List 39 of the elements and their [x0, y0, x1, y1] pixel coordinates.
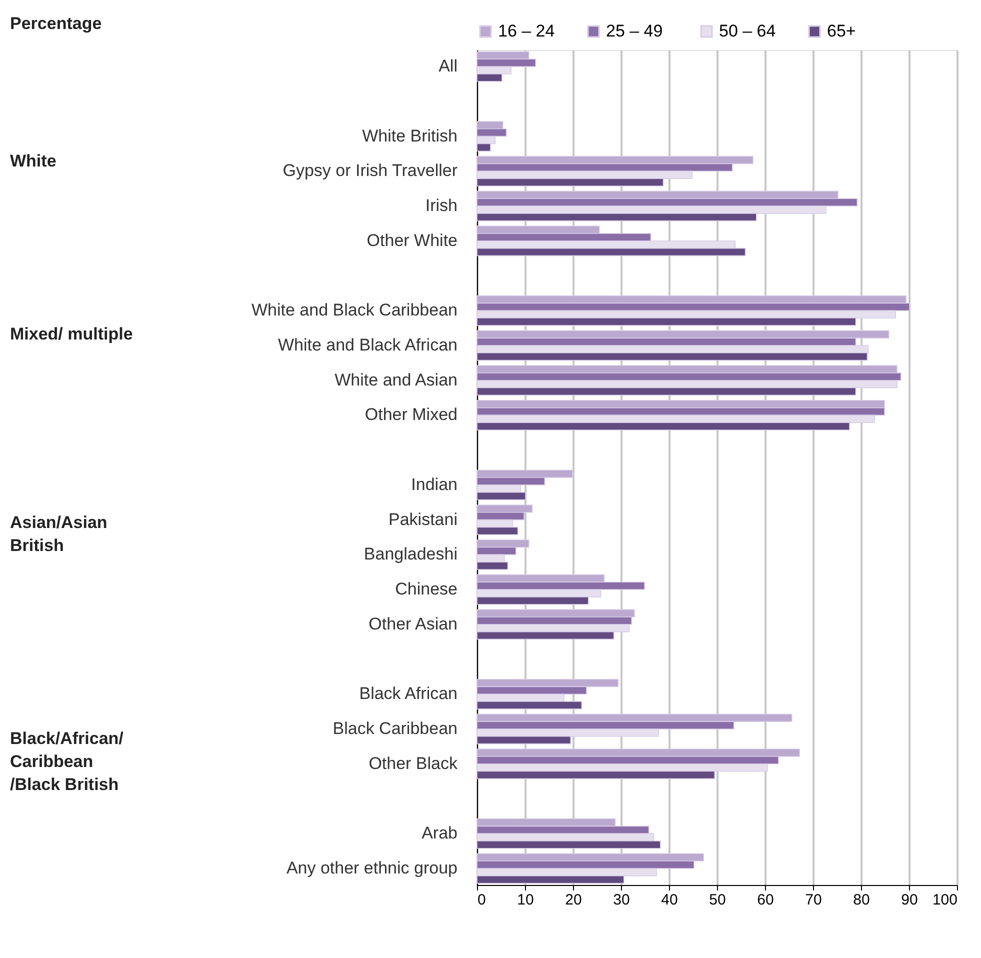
y-tick-label: Other White: [366, 230, 458, 250]
y-tick-label: All: [438, 56, 458, 76]
text: Percentage: [10, 14, 102, 33]
x-tick-label: 30: [613, 892, 630, 908]
text: Asian/Asian British: [10, 513, 108, 556]
text: Black/African/ Caribbean /Black British: [10, 728, 124, 794]
text: Mixed/ multiple: [10, 324, 133, 344]
y-tick-label: Pakistani: [388, 510, 458, 529]
y-tick-label: Gypsy or Irish Traveller: [282, 161, 458, 180]
y-tick-label: Bangladeshi: [364, 544, 458, 564]
y-tick-label: Arab: [422, 824, 458, 843]
y-tick-label: Black African: [359, 684, 458, 704]
x-tick-label: 50: [709, 892, 726, 908]
x-tick-label: 0: [478, 892, 486, 908]
x-tick-label: 70: [805, 892, 822, 908]
y-tick-label: White British: [362, 126, 458, 146]
y-tick-label: Irish: [425, 196, 458, 216]
y-tick-label: White and Asian: [334, 370, 458, 390]
x-tick-label: 100: [932, 892, 958, 908]
legend-label: 65+: [827, 22, 856, 41]
y-tick-label: Other Asian: [368, 614, 458, 634]
y-tick-label: Indian: [411, 474, 458, 494]
legend-label: 25 – 49: [606, 22, 663, 41]
y-tick-label: White and Black Caribbean: [251, 300, 458, 320]
x-tick-label: 90: [901, 892, 918, 908]
y-tick-label: Other Black: [368, 754, 458, 773]
x-tick-label: 80: [853, 892, 870, 908]
y-tick-label: Chinese: [395, 580, 458, 599]
x-tick-label: 40: [661, 892, 678, 908]
y-tick-label: White and Black African: [278, 335, 458, 354]
text: White: [10, 152, 56, 171]
x-tick-label: 10: [517, 892, 534, 908]
y-tick-label: Other Mixed: [364, 405, 458, 424]
y-tick-label: Any other ethnic group: [286, 858, 458, 878]
y-tick-label: Black Caribbean: [332, 718, 458, 738]
legend-label: 50 – 64: [719, 22, 776, 41]
x-tick-label: 20: [565, 892, 582, 908]
legend-label: 16 – 24: [498, 22, 555, 41]
x-tick-label: 60: [757, 892, 774, 908]
